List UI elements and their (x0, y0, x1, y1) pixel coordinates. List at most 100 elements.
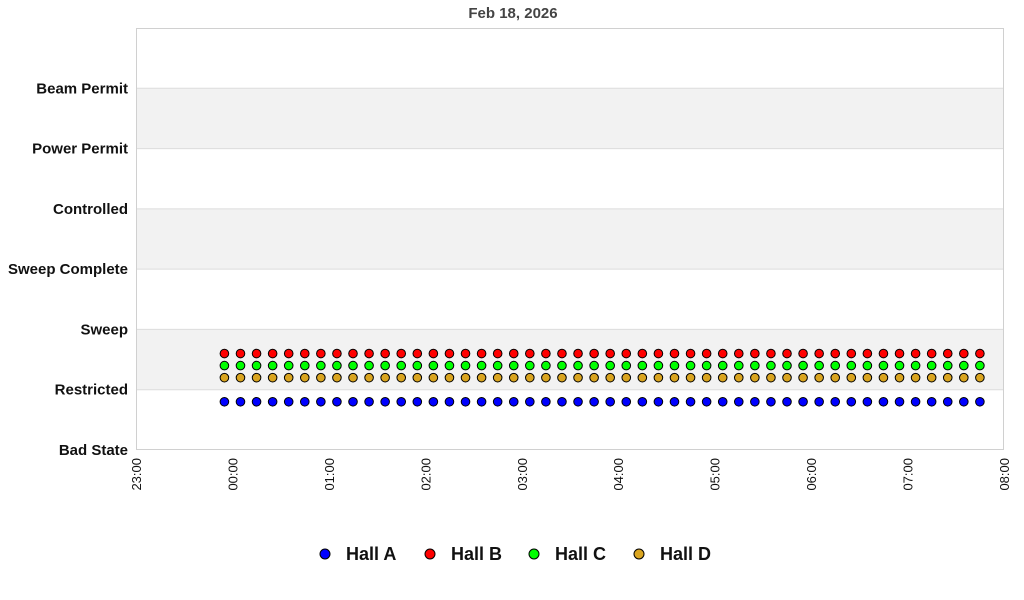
data-point (251, 360, 262, 371)
data-point (412, 396, 423, 407)
data-point (283, 396, 294, 407)
y-tick-label: Sweep (80, 321, 128, 338)
data-point (541, 360, 551, 371)
data-point (942, 360, 953, 371)
legend-marker (633, 548, 645, 560)
data-point (508, 360, 519, 371)
data-point (894, 396, 905, 407)
data-point (975, 396, 985, 407)
data-point (348, 348, 358, 359)
data-point (316, 396, 326, 407)
legend-item[interactable]: Hall A (319, 544, 396, 564)
data-point (926, 372, 937, 383)
data-point (910, 372, 921, 383)
data-point (701, 396, 712, 407)
data-point (878, 372, 889, 383)
data-point (589, 360, 599, 371)
data-point (766, 348, 776, 359)
data-point (766, 372, 776, 383)
data-point (235, 348, 246, 359)
series-hall-d (219, 372, 985, 383)
data-point (878, 348, 889, 359)
data-point (766, 396, 776, 407)
data-point (508, 372, 519, 383)
x-tick-label: 23:00 (129, 458, 144, 491)
data-point (316, 360, 326, 371)
data-point (830, 348, 841, 359)
data-point (910, 360, 921, 371)
legend-item[interactable]: Hall C (528, 544, 606, 564)
data-point (637, 372, 648, 383)
data-point (621, 348, 632, 359)
data-point (316, 372, 326, 383)
data-point (717, 372, 728, 383)
x-tick-label: 07:00 (901, 458, 916, 491)
data-point (235, 360, 246, 371)
data-point (557, 348, 567, 359)
data-point (299, 360, 310, 371)
data-point (283, 348, 294, 359)
data-point (669, 360, 680, 371)
y-tick-label: Beam Permit (36, 80, 128, 97)
data-point (862, 396, 873, 407)
data-point (621, 360, 632, 371)
data-point (267, 396, 278, 407)
data-point (348, 360, 358, 371)
data-point (460, 396, 471, 407)
data-point (766, 360, 776, 371)
data-point (798, 396, 808, 407)
data-point (750, 348, 760, 359)
data-point (669, 396, 680, 407)
data-point (364, 348, 374, 359)
data-point (557, 372, 567, 383)
band (136, 208, 1004, 270)
data-point (283, 360, 294, 371)
data-point (685, 360, 696, 371)
data-point (332, 348, 342, 359)
data-point (476, 372, 487, 383)
data-point (525, 372, 535, 383)
x-tick-label: 08:00 (997, 458, 1012, 491)
data-point (637, 348, 648, 359)
x-tick-label: 06:00 (804, 458, 819, 491)
legend-label: Hall B (451, 544, 502, 564)
band (136, 88, 1004, 149)
legend-item[interactable]: Hall B (424, 544, 502, 564)
data-point (444, 348, 455, 359)
data-point (685, 348, 696, 359)
data-point (492, 348, 503, 359)
data-point (267, 360, 278, 371)
data-point (589, 348, 599, 359)
data-point (380, 372, 390, 383)
legend-item[interactable]: Hall D (633, 544, 711, 564)
data-point (701, 372, 712, 383)
data-point (525, 396, 535, 407)
data-point (862, 360, 873, 371)
data-point (975, 348, 985, 359)
chart-title: Feb 18, 2026 (468, 5, 557, 22)
data-point (541, 396, 551, 407)
data-point (959, 372, 969, 383)
data-point (476, 348, 487, 359)
series-hall-c (219, 360, 985, 371)
band (136, 329, 1004, 390)
data-point (235, 372, 246, 383)
data-point (364, 372, 374, 383)
data-point (396, 396, 407, 407)
data-point (460, 360, 471, 371)
data-point (782, 372, 792, 383)
data-point (959, 360, 969, 371)
data-point (589, 372, 599, 383)
data-point (348, 396, 358, 407)
data-point (332, 372, 342, 383)
data-point (653, 396, 664, 407)
data-point (733, 360, 744, 371)
x-tick-label: 04:00 (611, 458, 626, 491)
data-point (251, 372, 262, 383)
data-point (717, 348, 728, 359)
data-point (332, 396, 342, 407)
data-point (444, 396, 455, 407)
data-point (557, 396, 567, 407)
data-point (476, 360, 487, 371)
data-point (733, 348, 744, 359)
